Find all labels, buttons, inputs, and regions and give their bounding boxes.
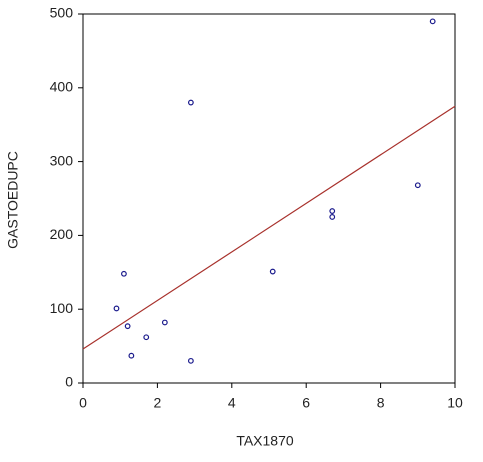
data-point (429, 18, 436, 25)
y-axis-title: GASTOEDUPC (5, 151, 21, 249)
y-tick-label: 0 (65, 374, 73, 390)
x-tick-label: 4 (228, 395, 236, 411)
data-point (121, 270, 127, 277)
y-tick-label: 400 (50, 79, 74, 95)
x-tick-label: 6 (302, 395, 310, 411)
plot-frame (82, 13, 456, 384)
fit-line (82, 105, 456, 350)
x-tick-label: 10 (447, 395, 463, 411)
data-point (329, 214, 336, 220)
x-tick-label: 2 (154, 395, 162, 411)
x-axis-title: TAX1870 (236, 433, 294, 449)
y-tick-label: 100 (50, 300, 74, 316)
data-point (329, 208, 336, 214)
data-point (414, 182, 421, 189)
data-point (124, 323, 131, 330)
y-tick-label: 200 (50, 226, 74, 242)
y-tick-label: 500 (50, 5, 74, 21)
data-point (187, 357, 194, 364)
data-point (143, 334, 150, 341)
data-point (187, 99, 194, 106)
data-point (161, 319, 168, 326)
x-tick-label: 8 (377, 395, 385, 411)
y-tick-label: 300 (50, 152, 74, 168)
data-point (128, 352, 135, 359)
x-tick-label: 0 (79, 395, 87, 411)
data-point (269, 268, 276, 275)
data-point (113, 305, 120, 312)
